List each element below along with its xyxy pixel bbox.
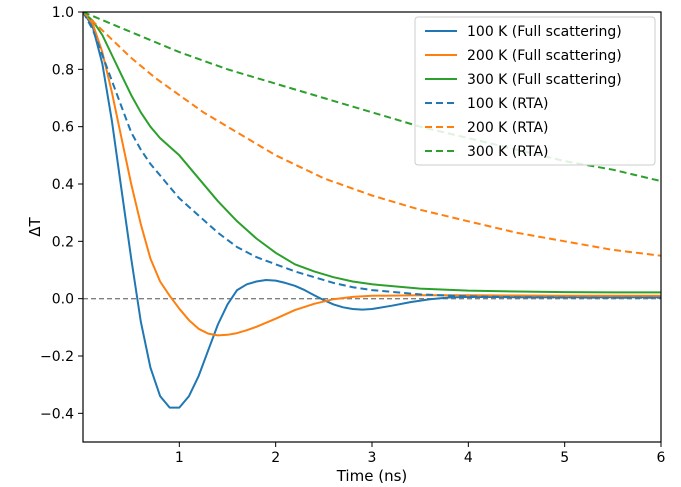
x-axis-ticks: 1 2 3 4 5 6 xyxy=(175,442,666,466)
y-tick-label: 1.0 xyxy=(52,5,74,21)
legend-label-2: 300 K (Full scattering) xyxy=(467,72,622,88)
series-layer xyxy=(83,12,661,409)
legend-label-5: 300 K (RTA) xyxy=(467,144,548,160)
x-tick-label: 3 xyxy=(368,450,377,466)
series-line-3 xyxy=(83,12,661,299)
y-tick-label: 0.8 xyxy=(52,62,74,78)
x-tick-label: 2 xyxy=(271,450,280,466)
series-line-4 xyxy=(83,12,661,257)
y-tick-label: −0.2 xyxy=(40,349,74,365)
y-tick-label: 0.6 xyxy=(52,120,74,136)
y-tick-label: 0.4 xyxy=(52,177,74,193)
x-axis-label: Time (ns) xyxy=(336,467,408,485)
series-line-0 xyxy=(83,12,661,409)
x-tick-label: 4 xyxy=(464,450,473,466)
x-tick-label: 6 xyxy=(657,450,666,466)
y-tick-label: 0.2 xyxy=(52,234,74,250)
legend: 100 K (Full scattering) 200 K (Full scatt… xyxy=(414,16,656,166)
legend-label-1: 200 K (Full scattering) xyxy=(467,48,622,64)
y-axis-label: ΔT xyxy=(26,216,44,236)
x-tick-label: 5 xyxy=(560,450,569,466)
series-line-2 xyxy=(83,12,661,294)
legend-label-3: 100 K (RTA) xyxy=(467,96,548,112)
legend-label-0: 100 K (Full scattering) xyxy=(467,24,622,40)
series-line-5 xyxy=(83,12,661,183)
y-tick-label: −0.4 xyxy=(40,406,74,422)
x-tick-label: 1 xyxy=(175,450,184,466)
legend-box xyxy=(414,16,656,166)
y-axis-ticks: −0.4 −0.2 0.0 0.2 0.4 0.6 0.8 1.0 xyxy=(40,5,83,422)
legend-label-4: 200 K (RTA) xyxy=(467,120,548,136)
y-tick-label: 0.0 xyxy=(52,292,74,308)
